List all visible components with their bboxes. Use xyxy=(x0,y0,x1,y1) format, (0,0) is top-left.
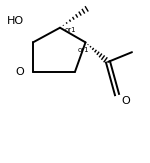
Text: or1: or1 xyxy=(78,47,90,53)
Text: O: O xyxy=(122,96,130,106)
Text: O: O xyxy=(15,67,24,77)
Text: or1: or1 xyxy=(64,27,76,33)
Text: HO: HO xyxy=(6,16,24,26)
